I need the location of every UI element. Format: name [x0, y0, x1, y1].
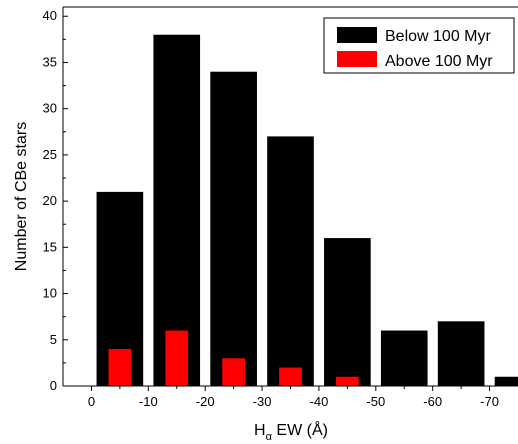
y-tick-label: 25: [43, 147, 57, 162]
y-ticks-layer: 0 5 10 15 20 25 30 35 40: [43, 8, 68, 393]
y-tick-label: 35: [43, 54, 57, 69]
x-tick-label: -70: [480, 394, 499, 409]
x-axis-title: Hα EW (Å): [254, 420, 328, 443]
y-tick-label: 40: [43, 8, 57, 23]
x-ticks-layer: 0 -10 -20 -30 -40 -50 -60 -70: [88, 386, 499, 409]
x-axis-title-main: H: [254, 422, 266, 439]
x-tick-label: 0: [88, 394, 95, 409]
bar-above-100-myr-4: [336, 376, 359, 386]
x-axis-title-subscript: α: [266, 431, 273, 443]
legend-swatch-above-100-myr: [337, 51, 377, 67]
y-tick-label: 5: [50, 332, 57, 347]
y-tick-label: 10: [43, 286, 57, 301]
bar-below-100-myr-2: [210, 71, 257, 386]
bar-above-100-myr-2: [222, 358, 245, 386]
bars-layer: [96, 34, 518, 386]
x-tick-label: -30: [253, 394, 272, 409]
x-tick-label: -40: [310, 394, 329, 409]
x-axis-title-rest: EW (Å): [272, 420, 328, 439]
y-tick-label: 15: [43, 239, 57, 254]
legend: Below 100 Myr Above 100 Myr: [323, 17, 515, 74]
bar-above-100-myr-1: [165, 330, 189, 386]
x-tick-label: -60: [423, 394, 442, 409]
bar-below-100-myr-6: [437, 321, 485, 386]
y-tick-label: 0: [50, 378, 57, 393]
bar-below-100-myr-4: [324, 238, 371, 386]
bar-below-100-myr-1: [153, 34, 201, 386]
bar-below-100-myr-3: [267, 136, 314, 386]
bar-above-100-myr-0: [108, 349, 132, 386]
bar-below-100-myr-5: [380, 330, 428, 386]
x-tick-label: -20: [196, 394, 215, 409]
y-tick-label: 20: [43, 193, 57, 208]
x-tick-label: -50: [366, 394, 385, 409]
y-tick-label: 30: [43, 101, 57, 116]
y-axis-title: Number of CBe stars: [13, 122, 30, 271]
legend-label-below-100-myr: Below 100 Myr: [385, 28, 491, 45]
x-tick-label: -10: [139, 394, 158, 409]
legend-label-above-100-myr: Above 100 Myr: [385, 53, 493, 70]
bar-above-100-myr-3: [279, 367, 302, 386]
bar-below-100-myr-7: [494, 376, 518, 386]
legend-swatch-below-100-myr: [337, 27, 377, 43]
